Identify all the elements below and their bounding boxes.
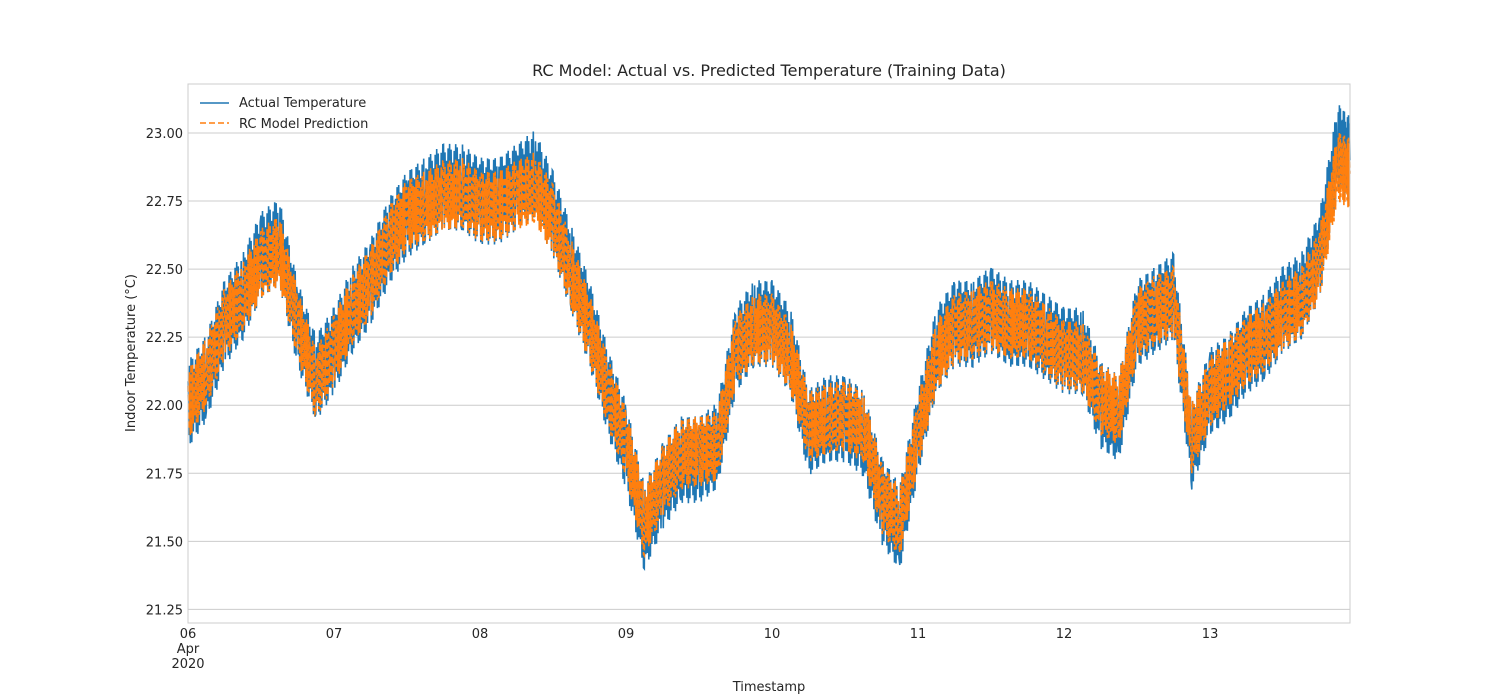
x-tick-label: 2020 xyxy=(171,657,204,672)
x-tick-label: 08 xyxy=(472,627,489,642)
y-tick-label: 21.75 xyxy=(146,467,183,482)
x-tick-label: 10 xyxy=(764,627,781,642)
y-tick-label: 22.50 xyxy=(146,263,183,278)
x-tick-label: 13 xyxy=(1202,627,1219,642)
y-tick-label: 22.25 xyxy=(146,331,183,346)
x-tick-label: 09 xyxy=(618,627,635,642)
plot-background xyxy=(188,84,1350,623)
x-tick-label: 06 xyxy=(180,627,197,642)
x-tick-label: 12 xyxy=(1056,627,1073,642)
y-tick-label: 22.00 xyxy=(146,399,183,414)
plot-frame xyxy=(187,83,1351,624)
x-tick-label: 07 xyxy=(326,627,343,642)
y-tick-labels: 21.25 21.50 21.75 22.00 22.25 22.50 22.75 23.00 xyxy=(146,127,183,618)
chart-title: RC Model: Actual vs. Predicted Temperatu… xyxy=(532,61,1006,80)
series-actual-temperature-line xyxy=(187,105,1351,571)
y-tick-label: 21.50 xyxy=(146,535,183,550)
y-tick-label: 21.25 xyxy=(146,603,183,618)
y-axis-title: Indoor Temperature (°C) xyxy=(124,274,139,432)
legend: Actual Temperature RC Model Prediction xyxy=(200,96,368,132)
x-tick-label: 11 xyxy=(910,627,927,642)
x-axis-title: Timestamp xyxy=(732,680,806,695)
y-tick-label: 23.00 xyxy=(146,127,183,142)
legend-label-actual-temperature: Actual Temperature xyxy=(239,96,366,111)
x-tick-label: Apr xyxy=(177,642,200,657)
legend-label-rc-model-prediction: RC Model Prediction xyxy=(239,117,368,132)
series-rc-model-prediction-line xyxy=(187,131,1351,559)
y-tick-label: 22.75 xyxy=(146,195,183,210)
series-layer xyxy=(187,105,1351,571)
